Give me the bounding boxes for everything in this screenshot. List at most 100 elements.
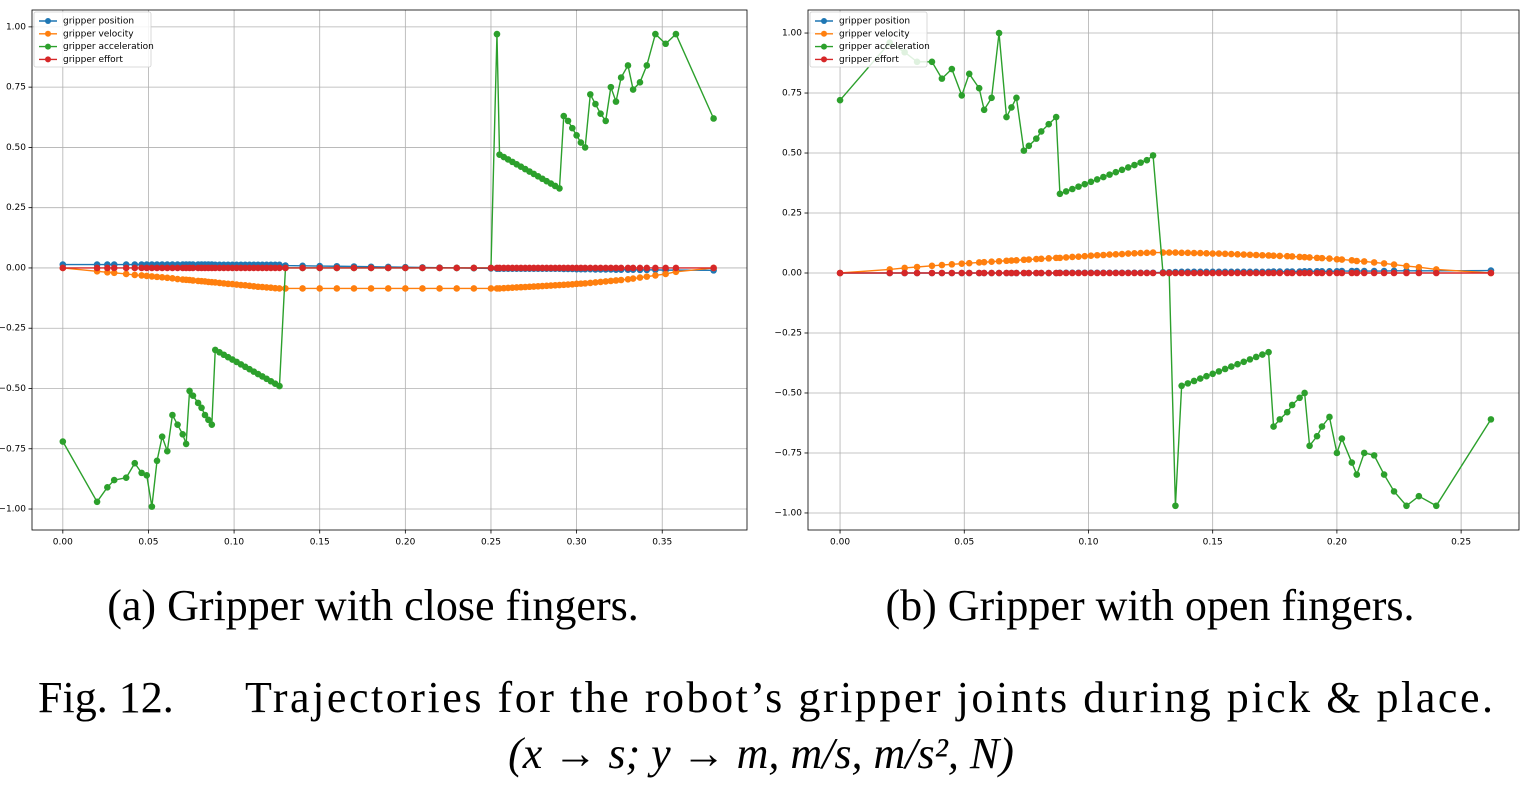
data-point <box>1184 269 1192 277</box>
data-point <box>1149 152 1157 159</box>
data-point <box>1124 250 1132 257</box>
data-point <box>980 258 988 266</box>
data-point <box>143 471 151 479</box>
data-point <box>1246 251 1254 259</box>
data-point <box>1056 254 1064 262</box>
data-point <box>636 79 644 86</box>
data-point <box>1265 269 1272 277</box>
data-point <box>672 264 680 272</box>
data-point <box>198 404 205 412</box>
data-point <box>975 84 983 92</box>
legend-label: gripper position <box>839 17 910 27</box>
data-point <box>169 264 176 272</box>
data-point <box>1118 166 1126 174</box>
data-point <box>276 382 283 390</box>
data-point <box>836 96 844 104</box>
data-point <box>1008 257 1015 264</box>
legend-marker <box>45 43 51 50</box>
data-point <box>1215 269 1223 277</box>
data-point <box>1137 249 1144 257</box>
data-point <box>1037 255 1045 263</box>
data-point <box>1353 269 1361 277</box>
data-point <box>131 459 139 467</box>
data-point <box>122 474 130 481</box>
data-point <box>1149 249 1157 256</box>
data-point <box>419 285 426 292</box>
data-point <box>652 272 659 279</box>
data-point <box>1270 252 1277 260</box>
data-point <box>617 74 625 81</box>
data-point <box>333 264 341 272</box>
data-point <box>556 185 563 192</box>
data-point <box>1487 269 1495 277</box>
data-point <box>1037 269 1045 277</box>
data-point <box>1259 351 1266 358</box>
data-point <box>1259 251 1266 259</box>
data-point <box>643 264 651 272</box>
data-point <box>402 264 409 272</box>
data-point <box>1137 159 1144 166</box>
y-tick-label: 1.00 <box>6 22 26 32</box>
data-point <box>1008 104 1015 111</box>
data-point <box>122 270 130 278</box>
data-point <box>617 264 625 272</box>
data-point <box>607 277 615 285</box>
legend-label: gripper effort <box>63 55 123 65</box>
data-point <box>1228 250 1235 258</box>
data-point <box>1003 269 1010 277</box>
data-point <box>1075 269 1082 277</box>
data-point <box>1432 502 1440 510</box>
data-point <box>958 92 966 99</box>
x-tick-label: 0.05 <box>954 538 974 548</box>
data-point <box>1118 250 1126 258</box>
data-point <box>1081 180 1089 188</box>
data-point <box>1313 269 1321 277</box>
data-point <box>1288 269 1296 277</box>
data-point <box>1069 253 1076 261</box>
data-point <box>1246 269 1254 277</box>
data-point <box>560 112 568 120</box>
data-point <box>958 260 966 267</box>
data-point <box>1062 188 1070 195</box>
data-point <box>577 139 585 146</box>
data-point <box>138 272 145 279</box>
data-point <box>1020 269 1028 277</box>
data-point <box>1100 251 1107 259</box>
data-point <box>602 278 610 285</box>
data-point <box>1228 269 1235 277</box>
data-point <box>965 259 973 267</box>
x-tick-label: 0.30 <box>567 538 587 548</box>
data-point <box>1338 435 1346 442</box>
data-point <box>624 62 632 69</box>
data-point <box>1259 269 1266 277</box>
data-point <box>174 275 181 283</box>
data-point <box>163 447 171 455</box>
data-point <box>975 259 983 266</box>
data-point <box>1013 256 1020 264</box>
data-point <box>1112 269 1120 277</box>
data-point <box>1415 263 1423 271</box>
data-point <box>1348 459 1356 466</box>
data-point <box>607 83 615 91</box>
data-point <box>333 285 341 292</box>
data-point <box>299 264 306 272</box>
data-point <box>1112 250 1120 258</box>
data-point <box>59 264 67 272</box>
data-point <box>1326 413 1333 421</box>
data-point <box>131 271 139 279</box>
data-point <box>624 264 632 272</box>
data-point <box>1033 269 1040 277</box>
data-point <box>453 264 461 272</box>
data-point <box>1172 502 1179 510</box>
data-point <box>384 285 392 292</box>
data-point <box>1184 249 1192 257</box>
data-point <box>643 62 651 69</box>
data-point <box>1403 502 1410 510</box>
data-point <box>612 264 620 272</box>
data-point <box>1265 252 1272 259</box>
data-point <box>1178 269 1185 277</box>
data-point <box>592 264 599 272</box>
data-point <box>1265 348 1272 356</box>
data-point <box>901 269 908 277</box>
data-point <box>1301 269 1308 277</box>
